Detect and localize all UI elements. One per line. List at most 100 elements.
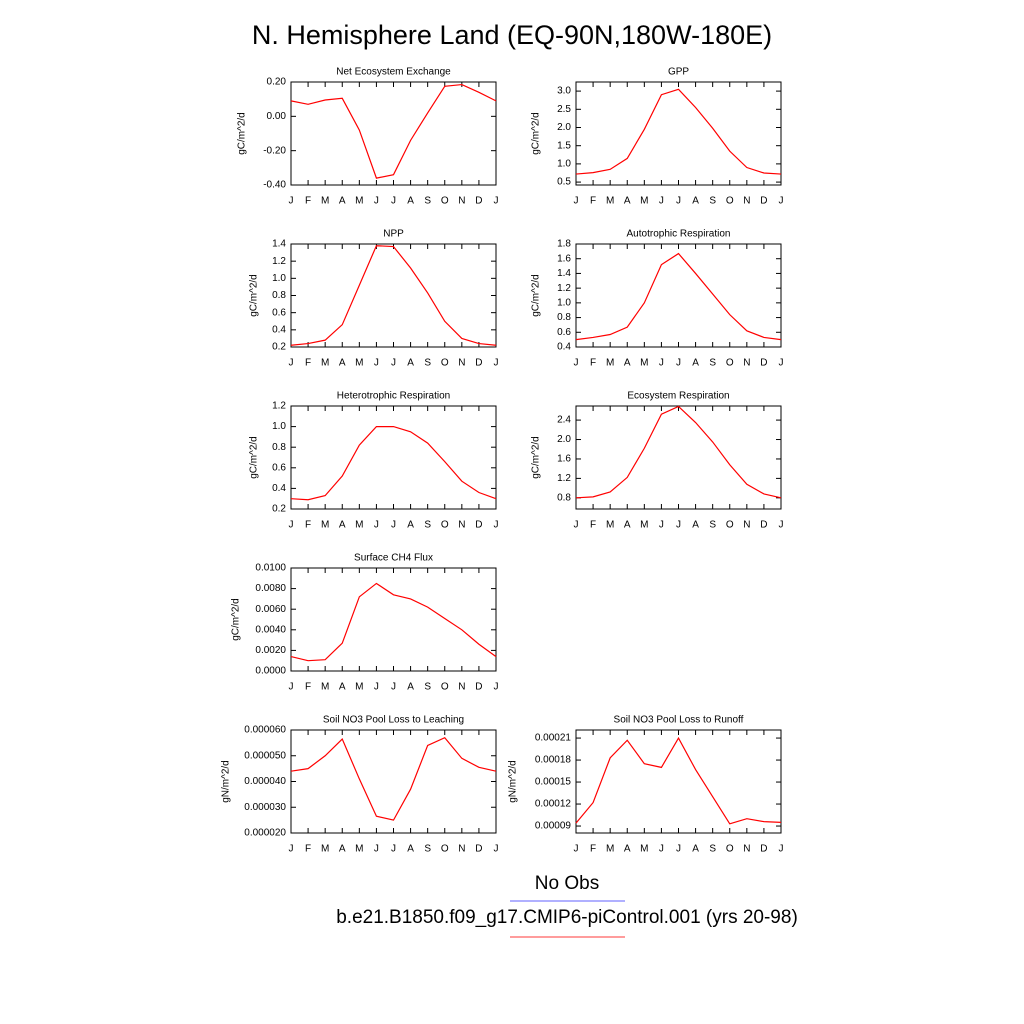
chart-title: Autotrophic Respiration <box>627 229 731 240</box>
x-tick-label: J <box>289 196 294 207</box>
x-tick-label: A <box>407 520 414 531</box>
x-tick-label: M <box>355 358 363 369</box>
y-tick-label: 0.00018 <box>535 755 572 766</box>
x-tick-label: N <box>458 844 465 855</box>
plot-frame <box>575 729 782 834</box>
x-tick-label: M <box>606 196 614 207</box>
x-tick-label: N <box>458 682 465 693</box>
x-tick-label: S <box>424 682 431 693</box>
x-tick-label: J <box>494 520 499 531</box>
x-tick-label: N <box>458 196 465 207</box>
x-tick-label: O <box>441 682 449 693</box>
data-line <box>290 582 497 662</box>
x-tick-label: D <box>760 520 767 531</box>
x-tick-label: S <box>424 358 431 369</box>
x-tick-label: N <box>743 196 750 207</box>
x-tick-label: J <box>391 358 396 369</box>
x-tick-label: A <box>407 358 414 369</box>
chart-title: GPP <box>668 67 689 78</box>
chart-title: Net Ecosystem Exchange <box>336 67 451 78</box>
x-tick-label: M <box>640 844 648 855</box>
x-tick-label: F <box>305 358 311 369</box>
x-tick-label: O <box>441 844 449 855</box>
x-tick-label: M <box>606 844 614 855</box>
y-tick-label: 0.000060 <box>244 725 286 736</box>
x-tick-label: J <box>659 358 664 369</box>
y-tick-label: 0.000050 <box>244 750 286 761</box>
x-tick-label: J <box>289 844 294 855</box>
data-line <box>575 405 782 499</box>
y-axis-label: gN/m^2/d <box>221 760 232 803</box>
x-tick-label: J <box>494 196 499 207</box>
x-tick-label: D <box>475 844 482 855</box>
x-tick-label: M <box>321 196 329 207</box>
x-tick-label: O <box>726 358 734 369</box>
x-tick-label: M <box>321 358 329 369</box>
x-tick-label: J <box>676 358 681 369</box>
x-tick-label: M <box>321 682 329 693</box>
x-tick-label: J <box>659 844 664 855</box>
x-tick-label: A <box>339 520 346 531</box>
data-line <box>575 88 782 175</box>
y-axis-label: gN/m^2/d <box>508 760 519 803</box>
x-tick-label: J <box>391 520 396 531</box>
x-tick-label: O <box>726 196 734 207</box>
y-tick-label: 1.2 <box>272 256 286 267</box>
x-tick-label: A <box>692 520 699 531</box>
y-tick-label: -0.20 <box>263 145 286 156</box>
y-tick-label: 0.0100 <box>255 563 286 574</box>
x-tick-label: M <box>321 844 329 855</box>
y-tick-label: 0.8 <box>272 442 286 453</box>
x-tick-label: F <box>305 682 311 693</box>
y-tick-label: 0.0060 <box>255 604 286 615</box>
x-tick-label: M <box>606 520 614 531</box>
y-tick-label: 0.2 <box>272 342 286 353</box>
x-tick-label: J <box>391 196 396 207</box>
y-tick-label: 0.0080 <box>255 583 286 594</box>
y-tick-label: 0.2 <box>272 504 286 515</box>
data-line <box>290 245 497 346</box>
x-tick-label: J <box>374 844 379 855</box>
y-axis-label: gC/m^2/d <box>531 436 542 479</box>
legend-label: b.e21.B1850.f09_g17.CMIP6-piControl.001 … <box>336 907 798 928</box>
x-tick-label: J <box>494 844 499 855</box>
plot-frame <box>290 729 497 834</box>
y-tick-label: 0.4 <box>272 324 286 335</box>
x-tick-label: J <box>391 682 396 693</box>
y-tick-label: 0.00012 <box>535 799 572 810</box>
y-axis-label: gC/m^2/d <box>249 274 260 317</box>
x-tick-label: F <box>305 196 311 207</box>
x-tick-label: A <box>624 196 631 207</box>
x-tick-label: N <box>743 358 750 369</box>
y-tick-label: 0.0000 <box>255 666 286 677</box>
y-tick-label: 2.4 <box>557 415 571 426</box>
y-tick-label: 0.000040 <box>244 776 286 787</box>
x-tick-label: D <box>475 520 482 531</box>
figure-title: N. Hemisphere Land (EQ-90N,180W-180E) <box>252 20 772 50</box>
x-tick-label: M <box>355 682 363 693</box>
legend-label: No Obs <box>535 873 599 894</box>
x-tick-label: J <box>676 844 681 855</box>
x-tick-label: J <box>779 358 784 369</box>
x-tick-label: D <box>760 358 767 369</box>
x-tick-label: J <box>374 358 379 369</box>
y-tick-label: 0.0020 <box>255 645 286 656</box>
x-tick-label: A <box>407 682 414 693</box>
x-tick-label: S <box>709 520 716 531</box>
chart-title: Surface CH4 Flux <box>354 553 433 564</box>
x-tick-label: M <box>355 844 363 855</box>
y-axis-label: gC/m^2/d <box>531 112 542 155</box>
x-tick-label: O <box>441 520 449 531</box>
chart-title: Ecosystem Respiration <box>627 391 729 402</box>
x-tick-label: S <box>424 844 431 855</box>
data-line <box>575 736 782 825</box>
y-tick-label: 1.0 <box>272 273 286 284</box>
x-tick-label: A <box>339 844 346 855</box>
x-tick-label: J <box>289 358 294 369</box>
y-tick-label: 1.0 <box>557 159 571 170</box>
y-tick-label: 1.6 <box>557 454 571 465</box>
x-tick-label: O <box>726 520 734 531</box>
y-tick-label: 1.4 <box>557 268 571 279</box>
data-line <box>575 252 782 341</box>
